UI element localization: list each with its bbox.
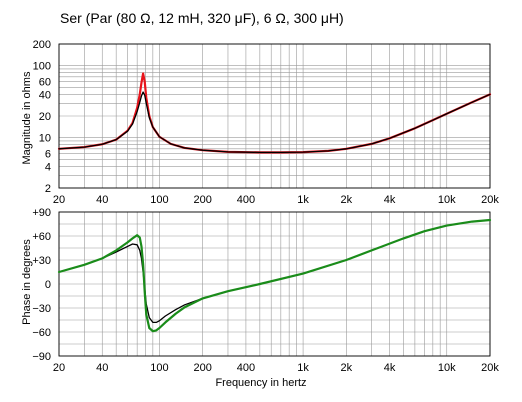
series-line-green: [57, 218, 492, 333]
x-tick-label: 4k: [384, 362, 396, 374]
y-tick-label: 100: [33, 61, 51, 73]
x-tick-label: 20: [53, 194, 65, 206]
y-tick-label: 10: [39, 133, 51, 145]
y-tick-label: −60: [32, 327, 51, 339]
x-tick-label: 4k: [384, 194, 396, 206]
y-tick-label: −90: [32, 351, 51, 363]
series-line-black: [58, 219, 491, 324]
series-line-red: [57, 72, 492, 154]
y-tick-label: 4: [45, 161, 51, 173]
y-tick-label: +90: [32, 207, 51, 219]
x-tick-label: 1k: [297, 362, 309, 374]
x-tick-label: 100: [150, 362, 168, 374]
y-tick-label: 40: [39, 89, 51, 101]
plot-frame: [58, 43, 491, 189]
y-tick-label: −30: [32, 303, 51, 315]
y-tick-label: 0: [45, 279, 51, 291]
x-tick-label: 200: [193, 362, 211, 374]
x-tick-label: 2k: [341, 362, 353, 374]
y-tick-label: +30: [32, 255, 51, 267]
plot-frame: [58, 211, 491, 357]
x-tick-label: 400: [237, 194, 255, 206]
y-tick-label: 6: [45, 149, 51, 161]
x-tick-label: 10k: [438, 194, 456, 206]
y-tick-label: 200: [33, 39, 51, 51]
y-tick-label: 60: [39, 77, 51, 89]
x-tick-label: 10k: [438, 362, 456, 374]
x-tick-label: 1k: [297, 194, 309, 206]
y-tick-label: 20: [39, 111, 51, 123]
x-tick-label: 100: [150, 194, 168, 206]
x-tick-label: 40: [96, 194, 108, 206]
x-tick-label: 20: [53, 362, 65, 374]
x-tick-label: 400: [237, 362, 255, 374]
x-tick-label: 20k: [481, 362, 499, 374]
x-tick-label: 40: [96, 362, 108, 374]
x-tick-label: 20k: [481, 194, 499, 206]
series-line-black: [58, 91, 491, 154]
y-tick-label: 2: [45, 183, 51, 195]
frequency-axis-label: Frequency in hertz: [215, 377, 307, 389]
x-tick-label: 200: [193, 194, 211, 206]
y-tick-label: +60: [32, 231, 51, 243]
chart-title: Ser (Par (80 Ω, 12 mH, 320 μF), 6 Ω, 300…: [60, 10, 344, 26]
x-tick-label: 2k: [341, 194, 353, 206]
